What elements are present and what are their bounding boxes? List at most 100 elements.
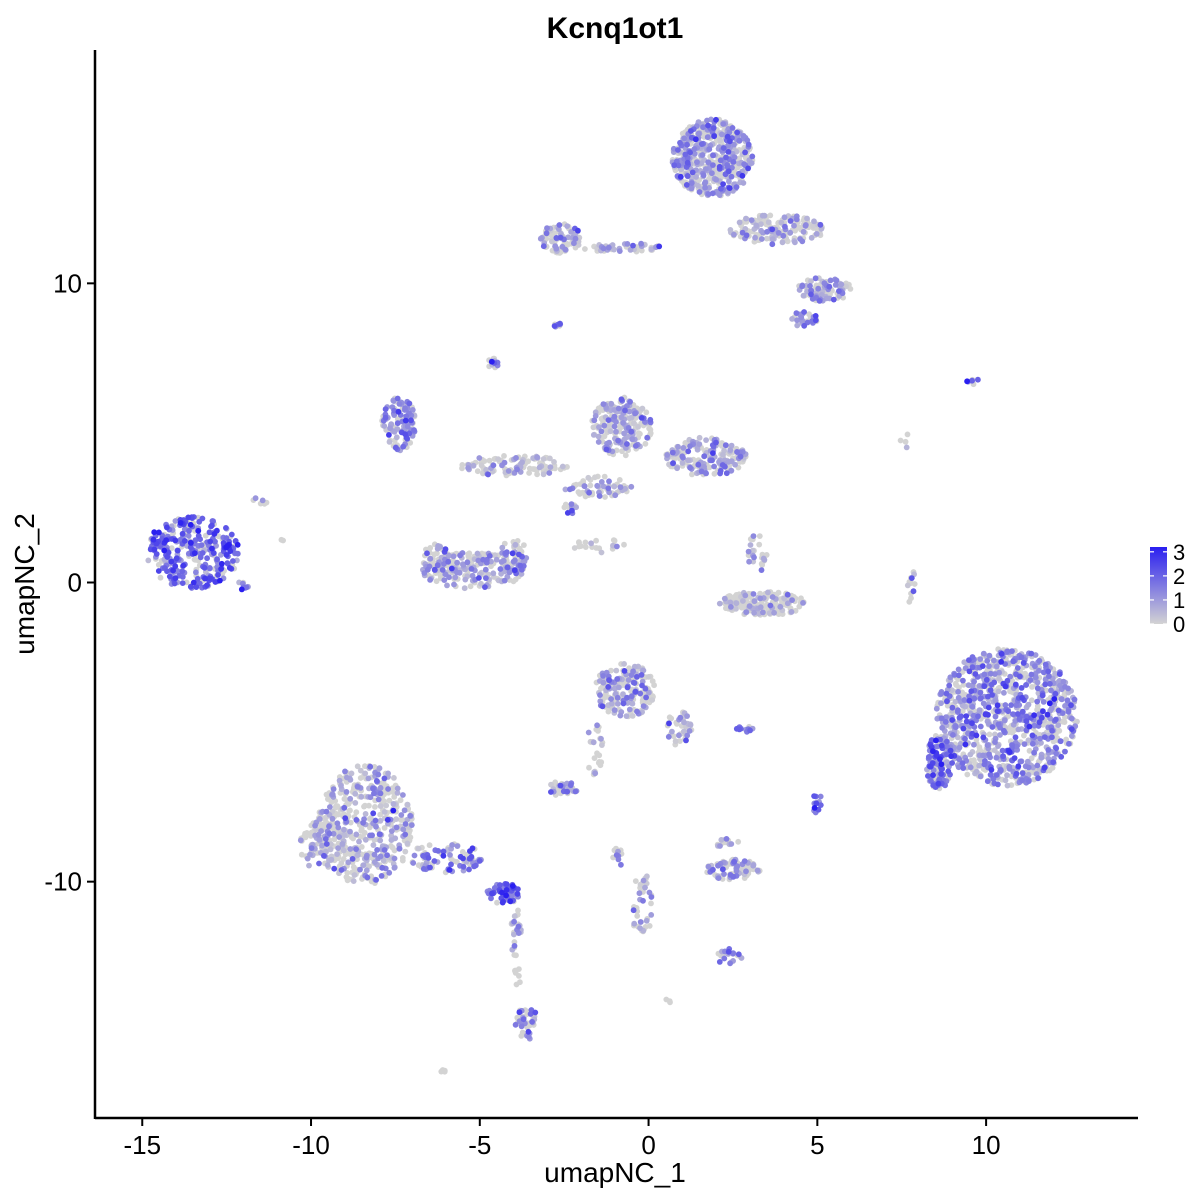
cell-point bbox=[1027, 677, 1034, 683]
cell-point bbox=[972, 671, 979, 677]
cell-point bbox=[791, 222, 797, 229]
cell-point bbox=[500, 557, 507, 564]
cell-point bbox=[638, 240, 644, 247]
cell-point bbox=[366, 802, 372, 809]
cell-point bbox=[345, 801, 352, 807]
cell-point bbox=[938, 766, 945, 773]
cell-point bbox=[447, 852, 453, 858]
cell-point bbox=[1031, 722, 1038, 729]
cell-point bbox=[474, 550, 481, 557]
cell-point bbox=[724, 133, 731, 140]
cell-point bbox=[618, 396, 625, 403]
cell-point bbox=[709, 457, 715, 464]
cell-point bbox=[766, 610, 773, 616]
cell-point bbox=[474, 468, 481, 475]
cell-point bbox=[1025, 764, 1032, 771]
cell-point bbox=[743, 215, 749, 222]
cell-point bbox=[381, 825, 388, 831]
cell-point bbox=[393, 816, 400, 822]
cell-point bbox=[391, 407, 397, 414]
cell-point bbox=[600, 673, 606, 679]
cell-point bbox=[397, 797, 404, 804]
cell-point bbox=[726, 185, 733, 192]
cell-point bbox=[700, 172, 707, 179]
cell-point bbox=[986, 652, 993, 659]
cell-point bbox=[788, 609, 795, 615]
cell-point bbox=[1021, 741, 1028, 747]
cell-point bbox=[781, 214, 788, 221]
cell-point bbox=[371, 837, 378, 843]
cell-point bbox=[600, 245, 607, 252]
cell-point bbox=[627, 398, 633, 405]
cell-point bbox=[390, 801, 397, 807]
cell-point bbox=[598, 549, 605, 556]
cell-point bbox=[613, 667, 620, 674]
cell-point bbox=[367, 763, 374, 770]
cell-point bbox=[684, 141, 690, 148]
cell-point bbox=[151, 546, 158, 553]
x-axis-label: umapNC_1 bbox=[544, 1157, 686, 1188]
cell-point bbox=[377, 803, 384, 809]
cell-point bbox=[969, 377, 975, 384]
cell-point bbox=[691, 150, 698, 157]
cell-point bbox=[1042, 681, 1049, 688]
cell-point bbox=[377, 817, 384, 824]
cell-point bbox=[1032, 663, 1038, 670]
cell-point bbox=[410, 860, 417, 866]
cell-point bbox=[575, 489, 582, 495]
cell-point bbox=[559, 463, 566, 470]
cell-point bbox=[437, 544, 443, 550]
cell-point bbox=[357, 767, 364, 774]
cell-point bbox=[801, 309, 807, 315]
cell-point bbox=[1038, 754, 1045, 761]
cell-point bbox=[571, 545, 578, 551]
cell-point bbox=[769, 594, 776, 600]
cell-point bbox=[995, 721, 1002, 728]
cell-point bbox=[984, 658, 991, 664]
cell-point bbox=[622, 407, 628, 414]
cell-point bbox=[476, 455, 483, 461]
cell-point bbox=[729, 125, 736, 131]
cell-point bbox=[638, 415, 645, 421]
cell-point bbox=[695, 130, 702, 137]
cell-point bbox=[445, 552, 452, 559]
cell-point bbox=[1004, 782, 1011, 789]
cell-point bbox=[991, 657, 997, 664]
cell-point bbox=[353, 809, 360, 816]
cell-point bbox=[629, 700, 636, 707]
cell-point bbox=[955, 694, 962, 701]
cell-point bbox=[980, 700, 987, 707]
cell-point bbox=[1034, 679, 1041, 686]
cell-point bbox=[590, 739, 597, 746]
cell-point bbox=[336, 834, 343, 840]
cell-point bbox=[511, 567, 518, 574]
cell-point bbox=[195, 527, 202, 534]
cell-point bbox=[610, 537, 617, 543]
cell-point bbox=[1011, 755, 1018, 761]
cell-point bbox=[717, 467, 724, 474]
cell-point bbox=[769, 241, 776, 248]
cell-point bbox=[446, 867, 453, 873]
cell-point bbox=[722, 442, 729, 449]
cell-point bbox=[319, 842, 325, 849]
cell-point bbox=[334, 851, 340, 857]
cell-point bbox=[987, 670, 994, 677]
cell-point bbox=[347, 795, 354, 802]
cell-point bbox=[680, 445, 687, 451]
cell-point bbox=[640, 877, 647, 884]
cell-point bbox=[519, 459, 525, 466]
cell-point bbox=[973, 732, 980, 739]
cell-point bbox=[727, 599, 734, 606]
legend-tick-label: 3 bbox=[1173, 540, 1185, 565]
cell-point bbox=[588, 540, 594, 547]
cell-point bbox=[813, 231, 820, 237]
cell-point bbox=[742, 592, 749, 599]
cell-point bbox=[547, 455, 553, 462]
cell-point bbox=[1013, 702, 1020, 709]
cell-point bbox=[769, 236, 776, 243]
cell-point bbox=[811, 805, 818, 811]
cell-point bbox=[514, 466, 520, 473]
cell-point bbox=[312, 822, 318, 829]
cell-point bbox=[995, 743, 1001, 749]
cell-point bbox=[331, 865, 338, 872]
